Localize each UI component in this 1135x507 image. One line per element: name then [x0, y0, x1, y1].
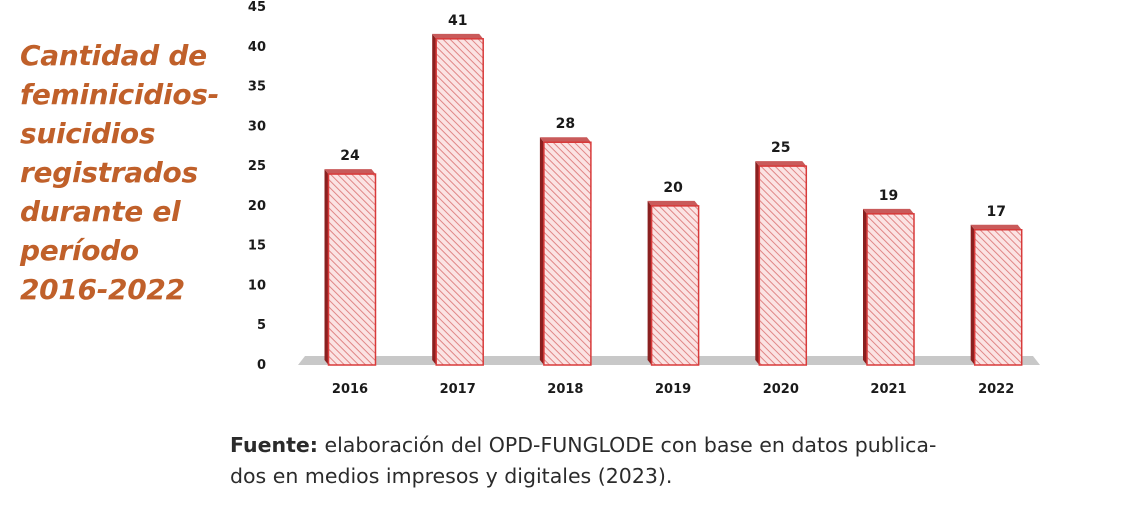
bar-front [758, 165, 808, 366]
caption-text: elaboración del OPD-FUNGLODE con base en… [317, 433, 937, 457]
y-tick-label: 5 [257, 318, 266, 333]
caption-source-label: Fuente: [230, 433, 318, 457]
y-tick-label: 30 [248, 119, 266, 134]
x-axis-ticks: 2016 2017 2018 2019 2020 2021 2022 [332, 382, 1014, 397]
data-labels: 24 41 28 20 25 19 17 [340, 13, 1006, 220]
source-caption: Fuente: elaboración del OPD-FUNGLODE con… [230, 430, 1090, 492]
data-label: 24 [340, 148, 360, 164]
y-tick-label: 20 [248, 199, 266, 214]
bar-front [543, 141, 592, 366]
bar-front [866, 213, 915, 366]
bar-front [973, 229, 1023, 366]
bars [324, 33, 1023, 366]
title-line: Cantidad de [20, 39, 207, 72]
title-line: durante el [20, 195, 181, 228]
x-tick-label: 2021 [870, 382, 906, 397]
bar-2021 [863, 208, 915, 366]
bar-front [327, 173, 377, 366]
x-tick-label: 2019 [655, 382, 691, 397]
data-label: 41 [448, 13, 467, 29]
data-label: 20 [663, 180, 683, 196]
y-tick-label: 25 [248, 159, 266, 174]
bar-front [650, 205, 700, 366]
x-tick-label: 2017 [440, 382, 476, 397]
x-tick-label: 2020 [763, 382, 799, 397]
bar-top [863, 208, 914, 214]
y-tick-label: 35 [248, 80, 266, 95]
bar-top [647, 200, 699, 206]
y-tick-label: 45 [248, 0, 266, 15]
title-line: registrados [20, 156, 198, 189]
bar-2019 [647, 200, 700, 366]
bar-2018 [539, 137, 592, 366]
bar-side [647, 200, 652, 365]
bar-2016 [324, 169, 377, 366]
y-axis-ticks: 0 5 10 15 20 25 30 35 40 45 [248, 0, 266, 373]
x-tick-label: 2022 [978, 382, 1014, 397]
bar-top [755, 161, 807, 167]
y-tick-label: 10 [248, 278, 266, 293]
data-label: 19 [879, 188, 898, 204]
caption-line-1: Fuente: elaboración del OPD-FUNGLODE con… [230, 430, 1090, 461]
x-tick-label: 2018 [547, 382, 583, 397]
bar-side [539, 137, 544, 365]
chart-side-title: Cantidad de feminicidios- suicidios regi… [20, 36, 235, 309]
bar-side [863, 208, 867, 365]
title-line: feminicidios- [20, 78, 219, 111]
bar-side [324, 169, 329, 365]
bar-2022 [970, 224, 1023, 366]
bar-side [432, 33, 437, 365]
data-label: 25 [771, 140, 790, 156]
data-label: 28 [556, 116, 575, 132]
title-line: suicidios [20, 117, 156, 150]
bar-2017 [432, 33, 484, 366]
bar-top [539, 137, 591, 143]
bar-side [755, 161, 760, 365]
caption-line-2: dos en medios impresos y digitales (2023… [230, 464, 673, 488]
data-label: 17 [986, 204, 1005, 220]
bar-side [970, 224, 975, 365]
bar-top [432, 33, 484, 39]
title-line: período [20, 234, 139, 267]
bar-2020 [755, 161, 808, 366]
y-tick-label: 40 [248, 40, 266, 55]
bar-front [435, 38, 484, 366]
title-line: 2016-2022 [20, 273, 185, 306]
y-tick-label: 15 [248, 239, 266, 254]
x-tick-label: 2016 [332, 382, 368, 397]
bar-top [324, 169, 376, 175]
y-tick-label: 0 [257, 358, 266, 373]
bar-top [970, 224, 1022, 230]
